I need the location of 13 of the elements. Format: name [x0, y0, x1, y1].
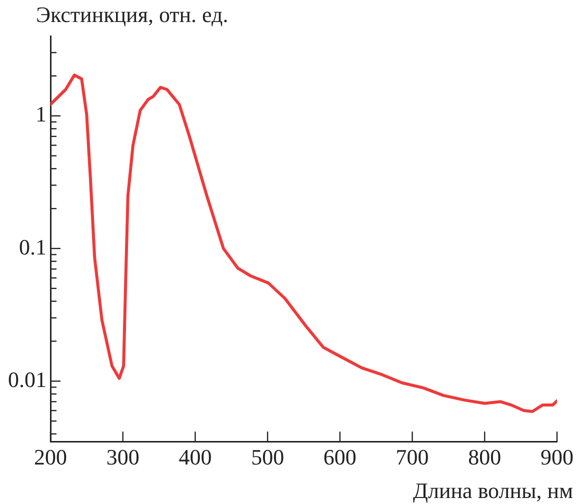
x-tick-label: 400 [178, 444, 212, 470]
x-tick-label: 300 [106, 444, 140, 470]
x-tick-label: 800 [468, 444, 502, 470]
x-tick-label: 900 [540, 444, 574, 470]
x-axis-title: Длина волны, нм [413, 478, 573, 504]
y-tick-label: 0.1 [19, 234, 46, 260]
x-tick-label: 500 [251, 444, 284, 470]
x-tick-label: 200 [34, 444, 67, 470]
x-tick-label: 600 [323, 444, 356, 470]
y-axis-title: Экстинкция, отн. ед. [36, 2, 228, 28]
y-tick-label: 0.01 [8, 366, 46, 392]
y-tick-label: 1 [36, 102, 46, 127]
x-tick-label: 700 [396, 444, 429, 470]
